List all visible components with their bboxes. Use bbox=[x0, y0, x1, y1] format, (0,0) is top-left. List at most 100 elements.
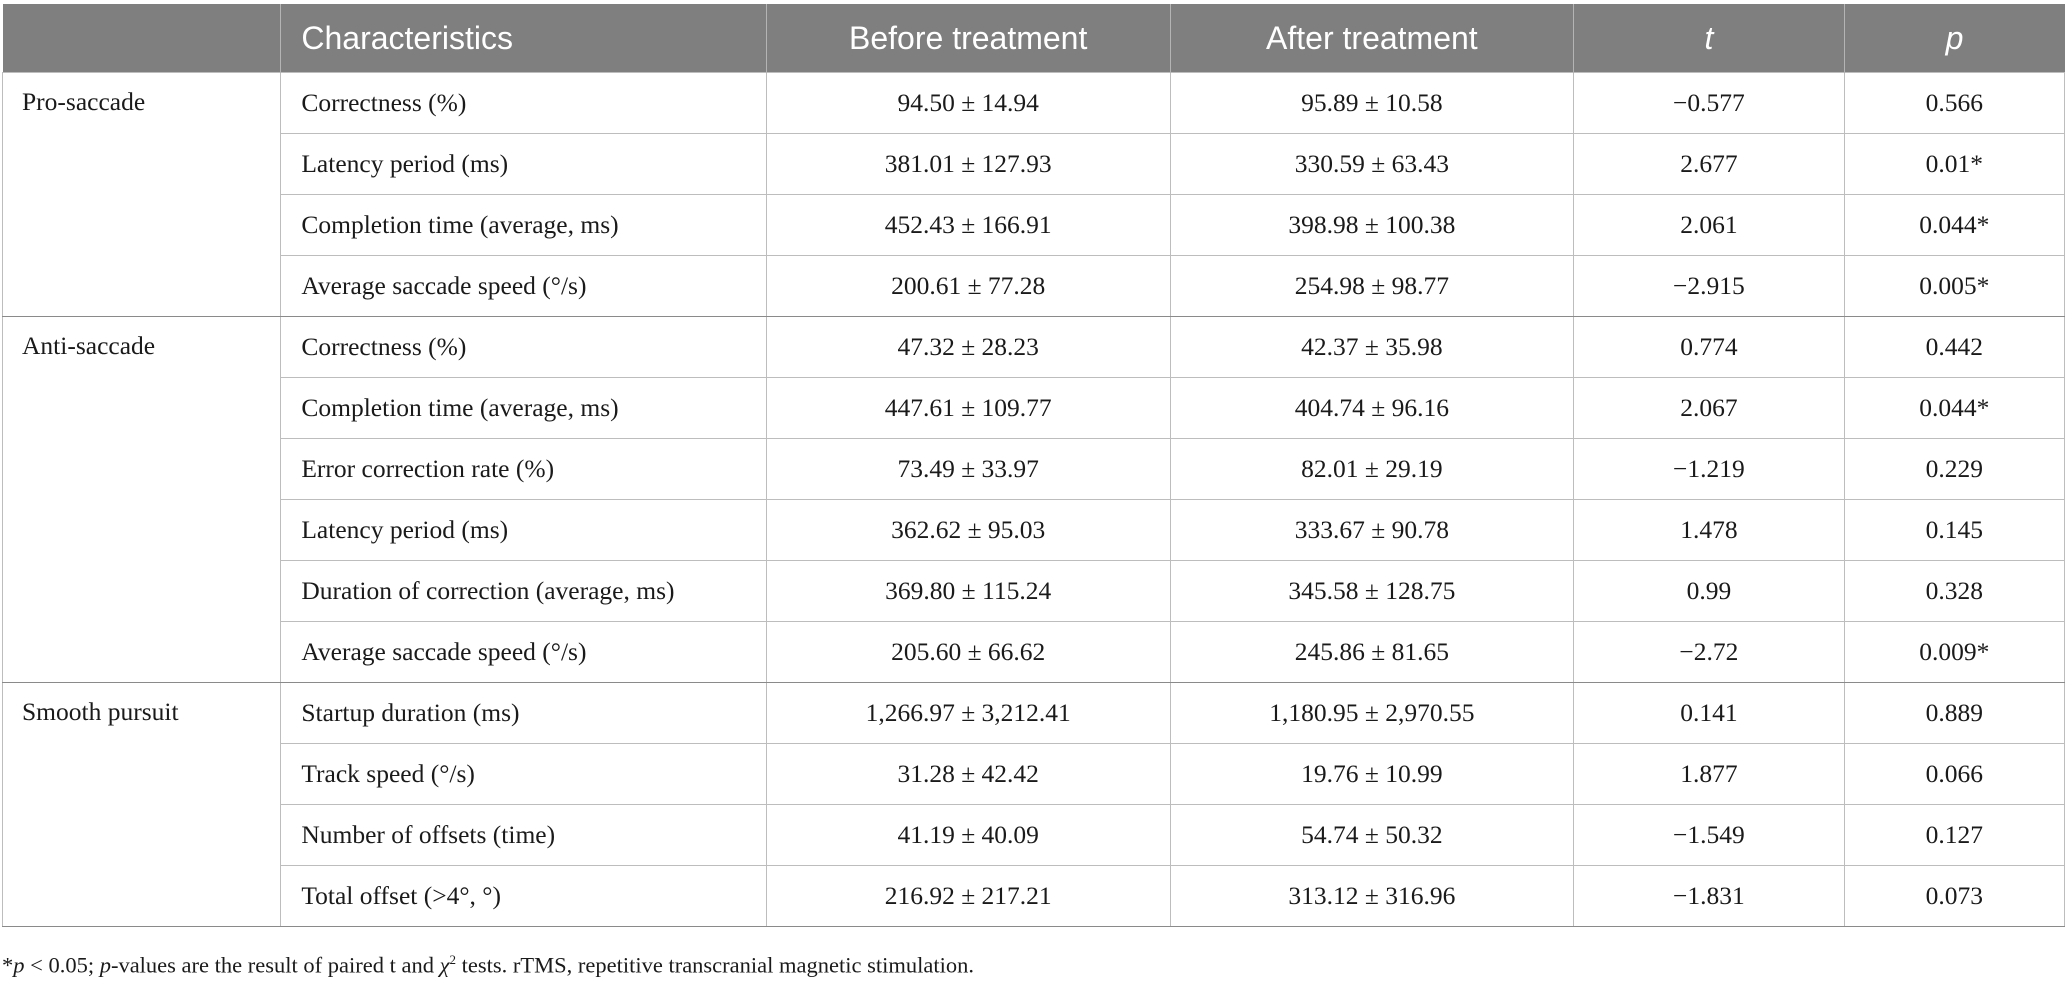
cell-p: 0.229 bbox=[1843, 438, 2066, 500]
cell-characteristic: Error correction rate (%) bbox=[280, 438, 767, 500]
table-row: Average saccade speed (°/s) 205.60 ± 66.6… bbox=[3, 621, 2066, 683]
table-row: Duration of correction (average, ms) 369.… bbox=[3, 560, 2066, 622]
cell-after: 333.67 ± 90.78 bbox=[1169, 499, 1575, 561]
cell-before: 31.28 ± 42.42 bbox=[765, 743, 1171, 805]
cell-after: 245.86 ± 81.65 bbox=[1169, 621, 1575, 683]
cell-p: 0.005* bbox=[1843, 255, 2066, 317]
cell-before: 200.61 ± 77.28 bbox=[765, 255, 1171, 317]
footnote-chi-sup: 2 bbox=[449, 952, 456, 967]
table-row: Average saccade speed (°/s) 200.61 ± 77.2… bbox=[3, 255, 2066, 317]
cell-t: 0.141 bbox=[1573, 682, 1845, 744]
cell-p: 0.01* bbox=[1843, 133, 2066, 195]
cell-after: 19.76 ± 10.99 bbox=[1169, 743, 1575, 805]
header-row: Characteristics Before treatment After t… bbox=[2, 4, 2065, 73]
cell-before: 41.19 ± 40.09 bbox=[765, 804, 1171, 866]
footnote-chi: χ bbox=[439, 952, 450, 978]
cell-characteristic: Latency period (ms) bbox=[280, 499, 767, 561]
cell-after: 42.37 ± 35.98 bbox=[1169, 316, 1575, 378]
cell-after: 404.74 ± 96.16 bbox=[1169, 377, 1575, 439]
cell-p: 0.889 bbox=[1843, 682, 2066, 744]
cell-after: 1,180.95 ± 2,970.55 bbox=[1169, 682, 1575, 744]
cell-characteristic: Completion time (average, ms) bbox=[280, 194, 767, 256]
table-row: Completion time (average, ms) 447.61 ± 10… bbox=[3, 377, 2066, 439]
cell-p: 0.566 bbox=[1843, 72, 2066, 134]
cell-after: 398.98 ± 100.38 bbox=[1169, 194, 1575, 256]
footnote-star: * bbox=[2, 952, 14, 978]
table-row: Track speed (°/s) 31.28 ± 42.42 19.76 ± 10… bbox=[3, 743, 2066, 805]
cell-characteristic: Track speed (°/s) bbox=[280, 743, 767, 805]
footnote-middle: -values are the result of paired t and bbox=[110, 952, 440, 978]
cell-before: 362.62 ± 95.03 bbox=[765, 499, 1171, 561]
cell-characteristic: Average saccade speed (°/s) bbox=[280, 255, 767, 317]
table-row: Latency period (ms) 362.62 ± 95.03 333.67 … bbox=[3, 499, 2066, 561]
footnote-end: tests. rTMS, repetitive transcranial mag… bbox=[455, 952, 974, 978]
footnote-p-symbol: p bbox=[13, 952, 25, 978]
cell-t: 1.478 bbox=[1573, 499, 1845, 561]
cell-p: 0.127 bbox=[1843, 804, 2066, 866]
cell-before: 216.92 ± 217.21 bbox=[765, 865, 1171, 927]
cell-t: −1.831 bbox=[1573, 865, 1845, 927]
cell-after: 313.12 ± 316.96 bbox=[1169, 865, 1575, 927]
cell-characteristic: Startup duration (ms) bbox=[280, 682, 767, 744]
table-row: Completion time (average, ms) 452.43 ± 16… bbox=[3, 194, 2066, 256]
table-row: Total offset (>4°, °) 216.92 ± 217.21 313.… bbox=[3, 865, 2066, 927]
cell-before: 94.50 ± 14.94 bbox=[765, 72, 1171, 134]
cell-t: 0.99 bbox=[1573, 560, 1845, 622]
table-body: Pro-saccade Correctness (%) 94.50 ± 14.94 9… bbox=[1, 72, 2066, 927]
cell-after: 95.89 ± 10.58 bbox=[1169, 72, 1575, 134]
cell-characteristic: Latency period (ms) bbox=[280, 133, 767, 195]
table-row: Pro-saccade Correctness (%) 94.50 ± 14.94 9… bbox=[1, 72, 2066, 317]
header-after: After treatment bbox=[1170, 4, 1575, 73]
cell-characteristic: Correctness (%) bbox=[280, 72, 767, 134]
cell-before: 47.32 ± 28.23 bbox=[765, 316, 1171, 378]
footnote-threshold: < 0.05; bbox=[24, 952, 100, 978]
cell-after: 82.01 ± 29.19 bbox=[1169, 438, 1575, 500]
table-row: Anti-saccade Correctness (%) 47.32 ± 28.23… bbox=[1, 316, 2066, 683]
table-container: Characteristics Before treatment After t… bbox=[1, 4, 2066, 927]
header-group bbox=[2, 4, 282, 73]
cell-t: −1.219 bbox=[1573, 438, 1845, 500]
cell-t: 2.677 bbox=[1573, 133, 1845, 195]
cell-t: 0.774 bbox=[1573, 316, 1845, 378]
header-t: t bbox=[1573, 4, 1845, 73]
cell-t: 2.061 bbox=[1573, 194, 1845, 256]
cell-characteristic: Total offset (>4°, °) bbox=[280, 865, 767, 927]
cell-t: −2.72 bbox=[1573, 621, 1845, 683]
table-row: Latency period (ms) 381.01 ± 127.93 330.59… bbox=[3, 133, 2066, 195]
cell-characteristic: Duration of correction (average, ms) bbox=[280, 560, 767, 622]
table-footnote: *p < 0.05; p-values are the result of pa… bbox=[2, 952, 974, 979]
cell-p: 0.328 bbox=[1843, 560, 2066, 622]
results-table: Characteristics Before treatment After t… bbox=[1, 4, 2066, 927]
cell-after: 54.74 ± 50.32 bbox=[1169, 804, 1575, 866]
header-p: p bbox=[1844, 4, 2065, 73]
header-characteristics: Characteristics bbox=[280, 4, 767, 73]
group-label: Pro-saccade bbox=[1, 72, 282, 317]
cell-p: 0.009* bbox=[1843, 621, 2066, 683]
cell-characteristic: Correctness (%) bbox=[280, 316, 767, 378]
cell-before: 1,266.97 ± 3,212.41 bbox=[765, 682, 1171, 744]
cell-p: 0.145 bbox=[1843, 499, 2066, 561]
cell-before: 369.80 ± 115.24 bbox=[765, 560, 1171, 622]
cell-after: 254.98 ± 98.77 bbox=[1169, 255, 1575, 317]
cell-p: 0.044* bbox=[1843, 377, 2066, 439]
group-label: Smooth pursuit bbox=[1, 682, 282, 927]
group-label: Anti-saccade bbox=[1, 316, 282, 683]
footnote-p-word: p bbox=[99, 952, 111, 978]
cell-t: 2.067 bbox=[1573, 377, 1845, 439]
cell-characteristic: Number of offsets (time) bbox=[280, 804, 767, 866]
header-before: Before treatment bbox=[766, 4, 1171, 73]
table-row: Smooth pursuit Startup duration (ms) 1,266… bbox=[1, 682, 2066, 927]
cell-p: 0.066 bbox=[1843, 743, 2066, 805]
cell-characteristic: Average saccade speed (°/s) bbox=[280, 621, 767, 683]
table-row: Number of offsets (time) 41.19 ± 40.09 54.… bbox=[3, 804, 2066, 866]
cell-t: 1.877 bbox=[1573, 743, 1845, 805]
cell-before: 452.43 ± 166.91 bbox=[765, 194, 1171, 256]
cell-before: 381.01 ± 127.93 bbox=[765, 133, 1171, 195]
cell-p: 0.442 bbox=[1843, 316, 2066, 378]
cell-t: −1.549 bbox=[1573, 804, 1845, 866]
cell-after: 330.59 ± 63.43 bbox=[1169, 133, 1575, 195]
cell-t: −2.915 bbox=[1573, 255, 1845, 317]
cell-after: 345.58 ± 128.75 bbox=[1169, 560, 1575, 622]
cell-characteristic: Completion time (average, ms) bbox=[280, 377, 767, 439]
cell-before: 447.61 ± 109.77 bbox=[765, 377, 1171, 439]
